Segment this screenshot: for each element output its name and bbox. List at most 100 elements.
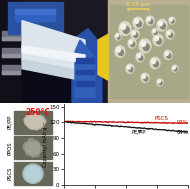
Circle shape [146, 16, 154, 25]
Circle shape [115, 46, 125, 57]
Bar [76, 81, 94, 86]
Circle shape [136, 21, 142, 27]
Circle shape [131, 30, 139, 39]
Bar [110, 5, 188, 98]
Circle shape [157, 38, 162, 44]
Bar [14, 162, 52, 185]
Circle shape [128, 39, 136, 48]
Polygon shape [23, 139, 43, 157]
Circle shape [119, 50, 124, 56]
Circle shape [139, 39, 151, 53]
Bar [2, 31, 20, 40]
Circle shape [154, 31, 157, 34]
Circle shape [167, 53, 171, 58]
Circle shape [116, 34, 118, 37]
Bar [2, 71, 20, 74]
Circle shape [23, 164, 43, 183]
Polygon shape [24, 114, 46, 130]
Circle shape [142, 75, 145, 78]
Text: 84%: 84% [177, 130, 188, 135]
Circle shape [143, 44, 149, 51]
Circle shape [154, 61, 158, 67]
Text: PE/PP: PE/PP [131, 130, 146, 135]
Circle shape [165, 52, 168, 55]
Circle shape [127, 65, 130, 69]
Circle shape [171, 20, 174, 23]
Circle shape [153, 30, 155, 32]
Circle shape [116, 47, 120, 52]
Circle shape [167, 31, 170, 35]
Circle shape [153, 34, 163, 46]
Polygon shape [22, 60, 80, 80]
Circle shape [134, 33, 138, 38]
Circle shape [159, 81, 162, 85]
Circle shape [170, 18, 172, 21]
Bar [2, 65, 20, 74]
Bar [15, 9, 55, 14]
Circle shape [158, 80, 160, 83]
Circle shape [152, 29, 158, 36]
Bar [2, 37, 20, 40]
Circle shape [25, 166, 41, 181]
Circle shape [123, 26, 129, 33]
Bar [0, 0, 22, 103]
Text: PE/PP: PE/PP [7, 115, 13, 129]
Bar [15, 12, 55, 21]
Bar [14, 136, 52, 159]
Circle shape [173, 66, 175, 69]
Circle shape [166, 30, 174, 39]
Text: 250°C: 250°C [25, 108, 51, 117]
Polygon shape [22, 21, 85, 71]
Circle shape [115, 33, 121, 40]
Text: PSCS: PSCS [154, 116, 168, 121]
Circle shape [174, 68, 177, 71]
Polygon shape [22, 46, 85, 63]
Circle shape [157, 79, 163, 86]
Circle shape [136, 53, 144, 62]
Bar [2, 48, 20, 57]
Circle shape [149, 19, 153, 24]
Circle shape [169, 33, 173, 38]
Circle shape [126, 64, 134, 73]
Bar [14, 111, 52, 134]
Circle shape [137, 54, 140, 58]
Text: 0.25 μm: 0.25 μm [126, 2, 150, 7]
Polygon shape [72, 29, 102, 103]
Circle shape [119, 22, 131, 36]
Circle shape [161, 23, 165, 29]
Circle shape [121, 24, 126, 29]
Polygon shape [25, 115, 44, 129]
Polygon shape [25, 142, 40, 155]
Circle shape [135, 19, 139, 23]
Text: PPOS: PPOS [7, 141, 13, 155]
Circle shape [158, 21, 162, 26]
Circle shape [169, 17, 175, 24]
Circle shape [131, 42, 135, 47]
Bar [8, 2, 63, 34]
Circle shape [141, 73, 149, 82]
Bar [22, 52, 102, 103]
Circle shape [151, 59, 155, 64]
Circle shape [157, 19, 167, 31]
Circle shape [132, 31, 135, 35]
Bar [108, 0, 190, 103]
Circle shape [164, 50, 172, 60]
Bar [2, 54, 20, 57]
Text: 97%: 97% [177, 120, 188, 125]
Polygon shape [98, 34, 108, 80]
Circle shape [150, 57, 160, 69]
Circle shape [133, 17, 143, 29]
Circle shape [139, 56, 143, 60]
Circle shape [141, 41, 146, 46]
Polygon shape [75, 40, 95, 97]
Circle shape [154, 36, 158, 41]
Circle shape [129, 40, 132, 44]
Bar [76, 58, 94, 63]
Circle shape [117, 36, 120, 39]
Circle shape [147, 17, 150, 21]
Circle shape [129, 67, 133, 72]
Circle shape [144, 77, 148, 81]
Y-axis label: Capacity/ mAh g⁻¹: Capacity/ mAh g⁻¹ [43, 122, 48, 167]
Bar [76, 70, 94, 74]
Circle shape [172, 65, 178, 72]
